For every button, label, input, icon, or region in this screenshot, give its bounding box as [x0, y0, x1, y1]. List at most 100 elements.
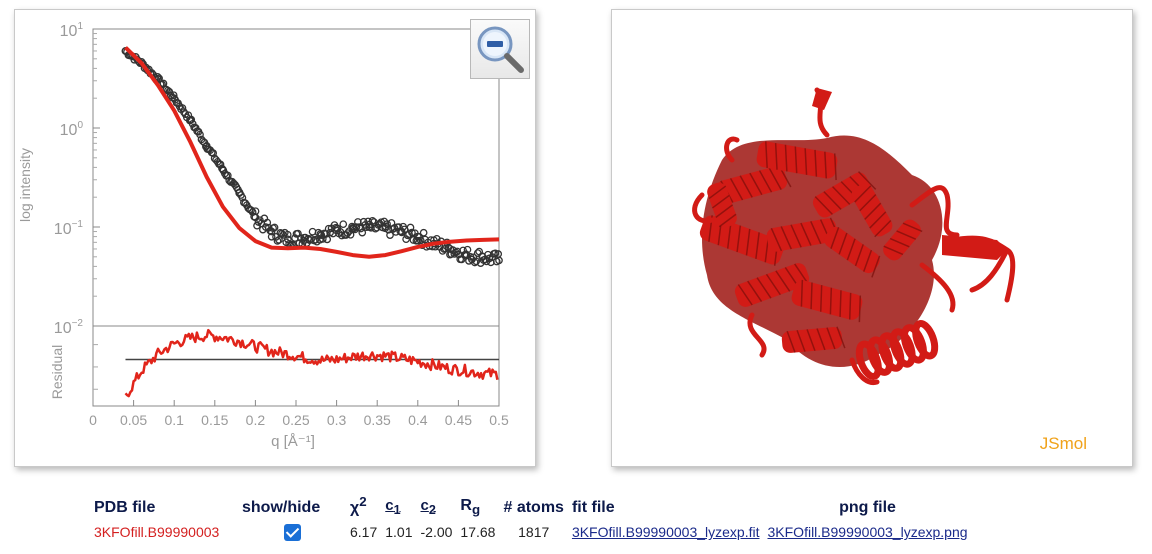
- header-label: # atoms: [503, 499, 564, 517]
- helix-turn: [737, 284, 753, 306]
- helix-turn: [829, 287, 833, 315]
- data-point-sample: [284, 235, 292, 244]
- rg-value: 17.68: [460, 524, 496, 541]
- helix-turn: [756, 277, 772, 299]
- beta-strand: [812, 88, 832, 110]
- x-tick-label: 0: [89, 412, 97, 428]
- x-tick-label: 0.15: [201, 412, 228, 428]
- x-tick-label: 0.05: [120, 412, 147, 428]
- header-label: c: [385, 497, 394, 515]
- helix-turn: [794, 146, 798, 174]
- helix-coil-turn: [889, 328, 916, 368]
- pdb-file-name: 3KFOfill.B99990003: [94, 524, 220, 541]
- helix-turn: [729, 177, 744, 201]
- jsmol-viewer[interactable]: JSmol: [611, 9, 1133, 467]
- helix-turn: [846, 238, 856, 261]
- zoom-out-button[interactable]: [470, 19, 530, 79]
- x-tick-label: 0.45: [445, 412, 472, 428]
- data-point-sample: [446, 245, 455, 253]
- zoom-out-icon: [477, 26, 524, 73]
- helix-turn: [902, 222, 923, 233]
- data-point: [267, 232, 276, 241]
- helix-turn: [768, 167, 782, 190]
- data-point-sample: [462, 251, 471, 259]
- plot-frame: [92, 28, 500, 407]
- y-tick-label: 100: [60, 120, 84, 139]
- table-header-row: PDB file show/hide χ2 c1 c2 Rg # atoms f…: [90, 492, 972, 519]
- data-point: [352, 223, 361, 231]
- data-point: [178, 104, 187, 112]
- helix: [812, 171, 877, 218]
- show-hide-checkbox[interactable]: [283, 524, 301, 542]
- helix-turn: [765, 273, 781, 296]
- helix-turn: [749, 172, 763, 196]
- helix-turn: [883, 245, 904, 256]
- coil-loop: [747, 312, 767, 358]
- helix-turn: [810, 282, 813, 310]
- beta-strand: [942, 235, 1007, 260]
- c2-value: -2.00: [420, 524, 453, 541]
- helix-turn: [839, 290, 842, 317]
- header-sub: g: [471, 502, 481, 518]
- data-point: [196, 130, 204, 139]
- sort-c1-link[interactable]: c1: [385, 497, 401, 518]
- helix-turn: [864, 202, 882, 220]
- data-point: [275, 235, 283, 244]
- table-row: 3KFOfill.B99990003 6.17 1.01 -2.00 17.68…: [90, 519, 972, 545]
- helix-coil-turn: [855, 340, 882, 380]
- chi2-value: 6.17: [350, 524, 378, 541]
- helix: [781, 326, 846, 353]
- header-c2: c2: [417, 492, 457, 519]
- x-axis-label: q [Å⁻¹]: [271, 433, 315, 450]
- helix: [851, 183, 893, 238]
- helix-turn: [736, 225, 742, 253]
- residual-axis-label: Residual: [49, 345, 65, 399]
- x-tick-label: 0.5: [489, 412, 509, 428]
- header-label: show/hide: [242, 499, 321, 517]
- helix-turn: [804, 148, 808, 175]
- helix-turn: [770, 227, 783, 252]
- data-point: [223, 171, 232, 180]
- data-point-sample: [219, 165, 227, 174]
- data-point: [339, 220, 348, 229]
- helix: [716, 165, 792, 204]
- helix-turn: [800, 222, 812, 246]
- helix-turn: [726, 222, 732, 249]
- coil-loop: [849, 357, 880, 386]
- x-tick-label: 0.25: [282, 412, 309, 428]
- helix-turn: [810, 220, 822, 245]
- jsmol-logo: JSmol: [1039, 434, 1087, 453]
- fit-file-link[interactable]: 3KFOfill.B99990003_lyzexp.fit: [571, 524, 760, 541]
- protein-structure-view[interactable]: [612, 10, 1132, 466]
- helix-right: [855, 320, 939, 380]
- data-point: [263, 218, 272, 227]
- header-atoms: # atoms: [499, 492, 567, 519]
- x-tick-label: 0.3: [327, 412, 347, 428]
- data-point-sample: [186, 116, 195, 125]
- helix-turn: [758, 170, 773, 193]
- helix-turn: [874, 219, 892, 238]
- helix-turn: [854, 244, 864, 267]
- data-point-sample: [316, 230, 325, 238]
- helix-turn: [800, 279, 804, 307]
- sort-c2-link[interactable]: c2: [421, 497, 436, 518]
- y-tick-label: 10−2: [54, 318, 84, 337]
- x-tick-label: 0.4: [408, 412, 428, 428]
- helix-body: [781, 327, 843, 353]
- header-sub: 2: [428, 503, 436, 518]
- helix-body: [716, 166, 788, 204]
- helix-turn: [831, 186, 851, 205]
- data-point-sample: [381, 224, 390, 233]
- header-sub: 1: [393, 503, 401, 518]
- residual-curve: [124, 328, 499, 398]
- header-fit-file: fit file: [568, 492, 764, 519]
- fit-file-cell: 3KFOfill.B99990003_lyzexp.fit: [568, 519, 764, 545]
- helix-turn: [814, 149, 818, 177]
- data-point: [169, 91, 178, 100]
- helix-turn: [765, 141, 768, 168]
- png-file-link[interactable]: 3KFOfill.B99990003_lyzexp.png: [767, 524, 968, 541]
- results-table: PDB file show/hide χ2 c1 c2 Rg # atoms f…: [90, 492, 972, 545]
- helix-turn: [896, 230, 917, 240]
- header-sup: 2: [359, 494, 367, 509]
- helix-turn: [711, 194, 730, 209]
